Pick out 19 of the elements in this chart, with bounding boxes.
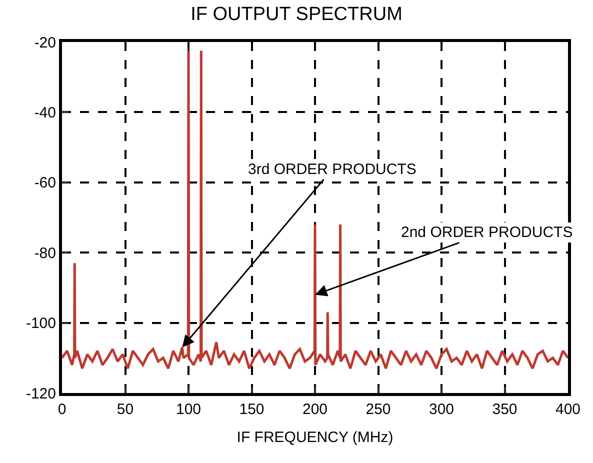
y-tick-label: -120 xyxy=(26,385,56,402)
chart-title: IF OUTPUT SPECTRUM xyxy=(190,4,402,26)
annotation: 2nd ORDER PRODUCTS xyxy=(401,224,573,241)
x-tick-label: 350 xyxy=(492,401,518,418)
x-tick-label: 150 xyxy=(239,401,264,418)
y-tick-label: -60 xyxy=(34,174,56,192)
x-tick-label: 50 xyxy=(116,401,134,418)
x-tick-label: 300 xyxy=(428,401,454,418)
y-tick-label: -20 xyxy=(34,34,56,52)
x-tick-label: 0 xyxy=(58,401,66,418)
y-tick-label: -100 xyxy=(26,315,56,332)
y-tick-label: -40 xyxy=(34,104,56,122)
x-tick-label: 200 xyxy=(302,401,328,418)
annotation: 3rd ORDER PRODUCTS xyxy=(248,161,416,178)
x-tick-label: 250 xyxy=(366,401,391,418)
x-axis-title: IF FREQUENCY (MHz) xyxy=(236,429,394,446)
y-tick-label: -80 xyxy=(34,244,56,262)
x-tick-label: 100 xyxy=(176,401,202,418)
x-tick-label: 400 xyxy=(555,401,581,418)
